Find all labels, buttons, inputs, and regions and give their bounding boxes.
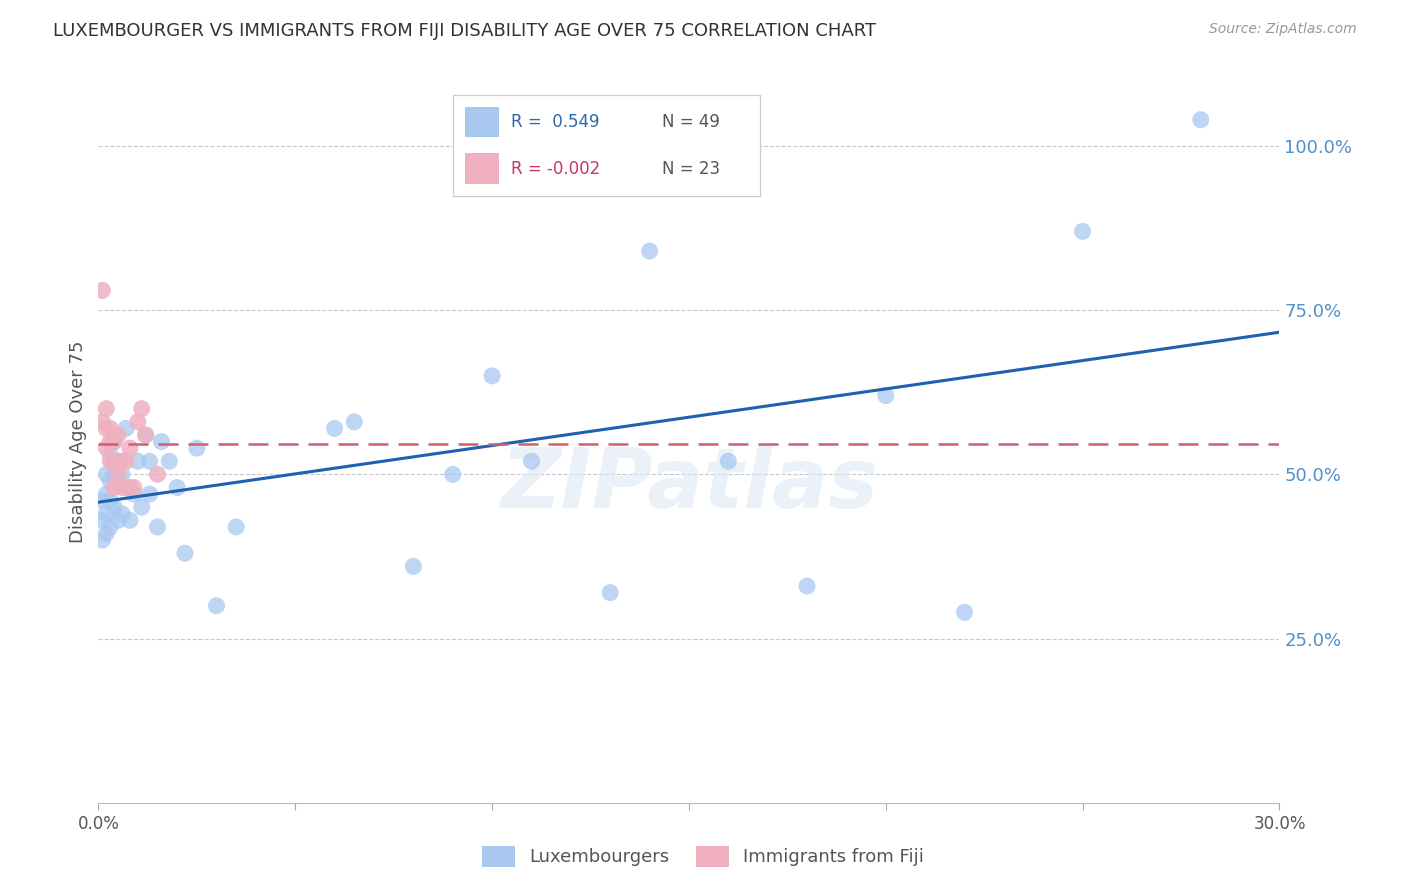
Point	[127, 454, 149, 468]
Point	[98, 454, 121, 468]
Point	[98, 493, 121, 508]
Point	[118, 441, 141, 455]
Point	[115, 454, 138, 468]
Point	[1189, 112, 1212, 127]
Point	[103, 454, 125, 468]
Point	[481, 368, 503, 383]
Point	[127, 415, 149, 429]
Point	[115, 421, 138, 435]
Point	[796, 579, 818, 593]
Point	[638, 244, 661, 258]
Point	[111, 454, 134, 468]
Point	[115, 481, 138, 495]
Point	[96, 467, 118, 482]
Point	[441, 467, 464, 482]
Text: Source: ZipAtlas.com: Source: ZipAtlas.com	[1209, 22, 1357, 37]
Point	[135, 428, 157, 442]
Point	[91, 415, 114, 429]
Point	[953, 605, 976, 619]
Point	[98, 474, 121, 488]
Point	[146, 467, 169, 482]
Point	[138, 454, 160, 468]
Point	[96, 441, 118, 455]
Point	[91, 493, 114, 508]
Text: ZIPatlas: ZIPatlas	[501, 444, 877, 525]
Point	[131, 500, 153, 515]
Point	[186, 441, 208, 455]
Legend: Luxembourgers, Immigrants from Fiji: Luxembourgers, Immigrants from Fiji	[475, 838, 931, 874]
Point	[122, 487, 145, 501]
Text: LUXEMBOURGER VS IMMIGRANTS FROM FIJI DISABILITY AGE OVER 75 CORRELATION CHART: LUXEMBOURGER VS IMMIGRANTS FROM FIJI DIS…	[53, 22, 876, 40]
Point	[96, 401, 118, 416]
Point	[146, 520, 169, 534]
Point	[118, 481, 141, 495]
Point	[135, 428, 157, 442]
Point	[520, 454, 543, 468]
Point	[98, 421, 121, 435]
Point	[225, 520, 247, 534]
Point	[96, 507, 118, 521]
Point	[166, 481, 188, 495]
Point	[323, 421, 346, 435]
Point	[98, 434, 121, 449]
Point	[205, 599, 228, 613]
Point	[91, 284, 114, 298]
Point	[96, 421, 118, 435]
Point	[1071, 224, 1094, 238]
Point	[343, 415, 366, 429]
Point	[107, 454, 129, 468]
Point	[174, 546, 197, 560]
Point	[111, 481, 134, 495]
Point	[599, 585, 621, 599]
Point	[103, 434, 125, 449]
Point	[103, 467, 125, 482]
Point	[111, 467, 134, 482]
Y-axis label: Disability Age Over 75: Disability Age Over 75	[69, 340, 87, 543]
Point	[107, 513, 129, 527]
Point	[107, 467, 129, 482]
Point	[875, 388, 897, 402]
Point	[118, 513, 141, 527]
Point	[103, 481, 125, 495]
Point	[98, 448, 121, 462]
Point	[111, 507, 134, 521]
Point	[103, 500, 125, 515]
Point	[717, 454, 740, 468]
Point	[150, 434, 173, 449]
Point	[402, 559, 425, 574]
Point	[122, 481, 145, 495]
Point	[98, 520, 121, 534]
Point	[103, 434, 125, 449]
Point	[157, 454, 180, 468]
Point	[107, 428, 129, 442]
Point	[96, 526, 118, 541]
Point	[138, 487, 160, 501]
Point	[131, 401, 153, 416]
Point	[96, 487, 118, 501]
Point	[91, 513, 114, 527]
Point	[91, 533, 114, 547]
